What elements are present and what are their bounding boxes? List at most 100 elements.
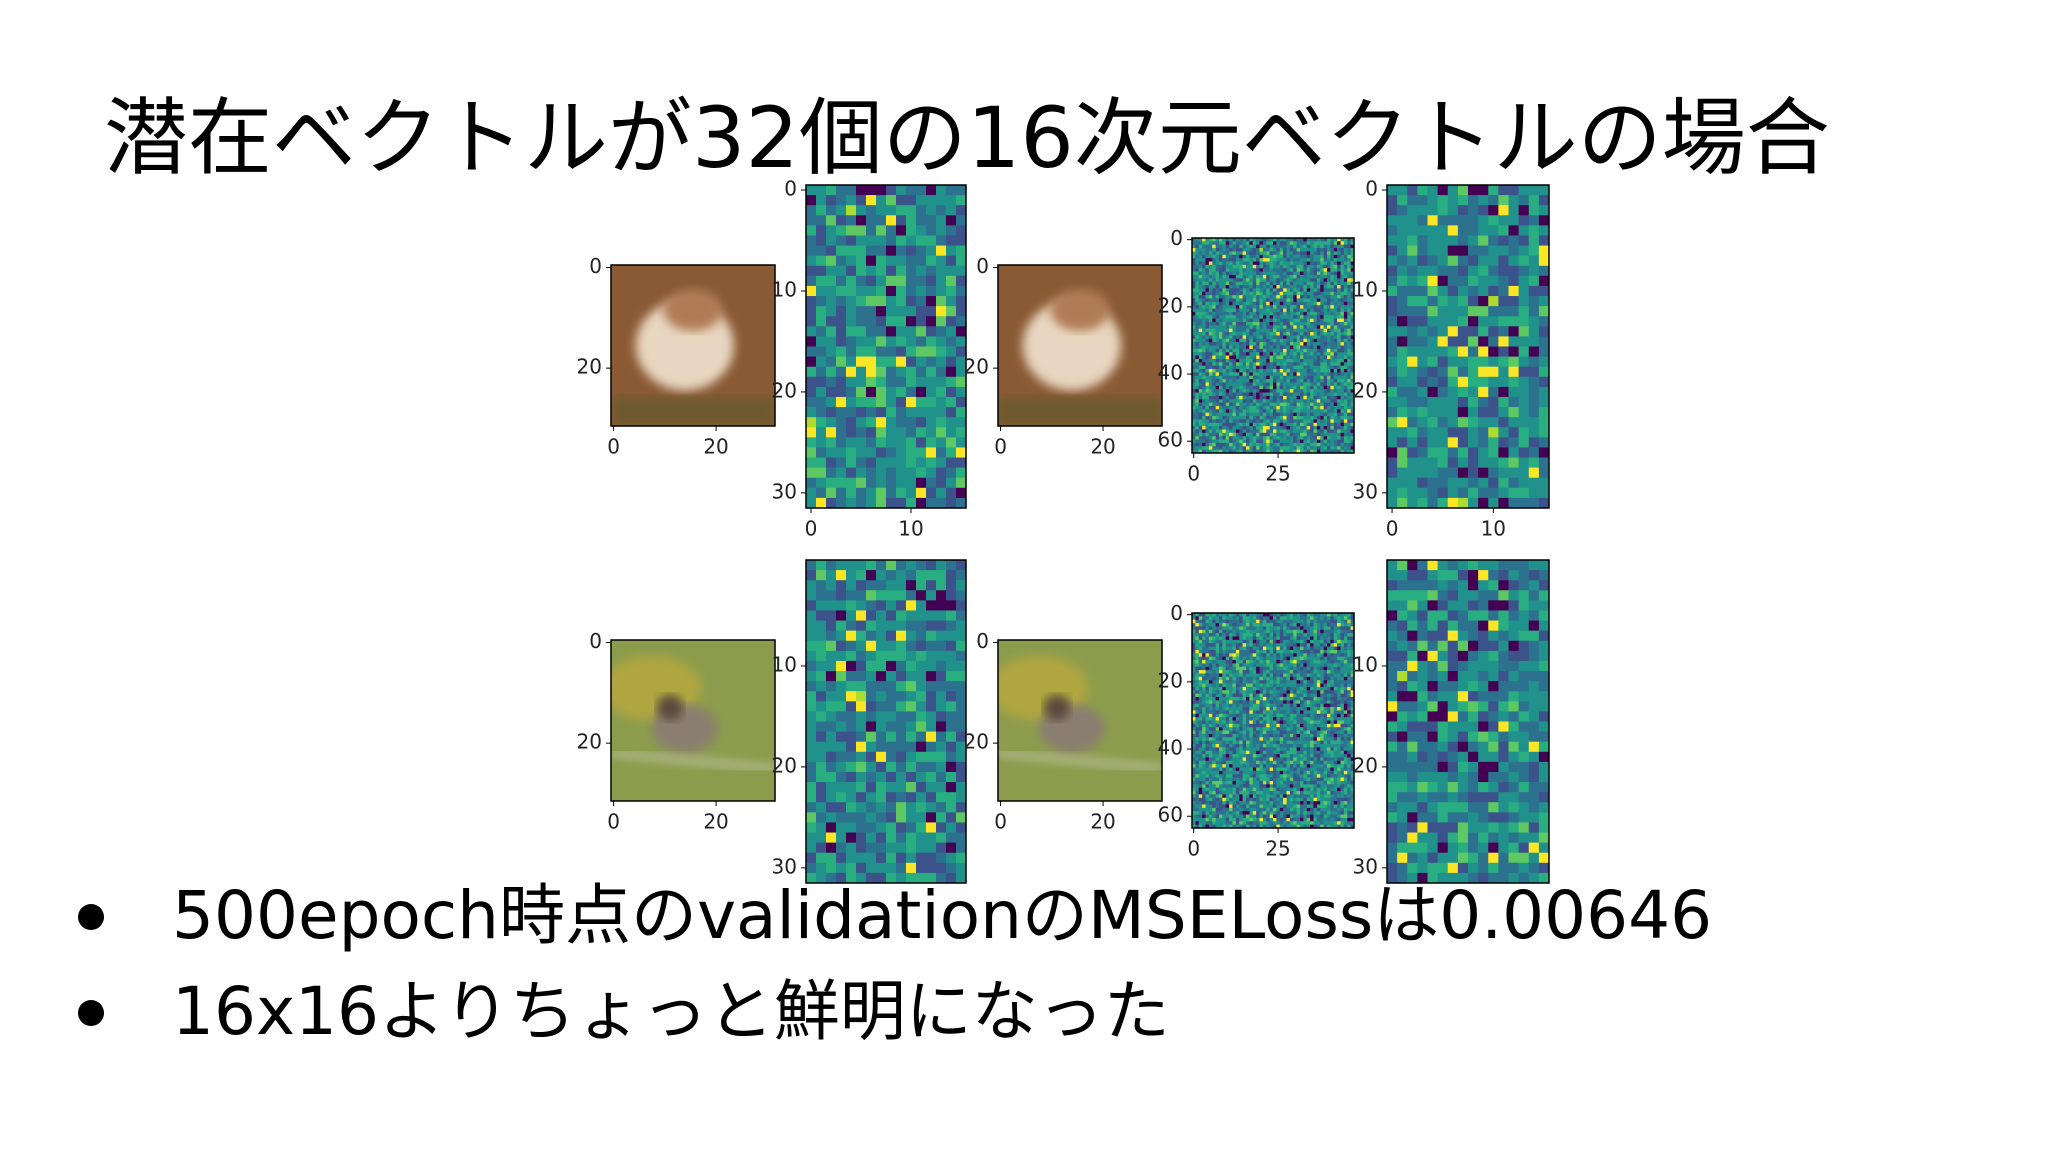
heatmap-cell <box>1252 399 1257 404</box>
heatmap-cell <box>1333 278 1338 283</box>
heatmap-cell <box>1256 268 1260 272</box>
heatmap-cell <box>1296 395 1301 400</box>
heatmap-cell <box>936 802 947 813</box>
heatmap-cell <box>1468 185 1479 196</box>
heatmap-cell <box>1246 248 1250 252</box>
heatmap-cell <box>1286 372 1291 377</box>
heatmap-cell <box>1279 355 1284 360</box>
heatmap-cell <box>1340 301 1345 306</box>
heatmap-cell <box>1407 275 1418 287</box>
heatmap-cell <box>1323 426 1328 430</box>
heatmap-cell <box>856 346 867 357</box>
heatmap-cell <box>1256 295 1260 299</box>
heatmap-cell <box>1320 392 1325 397</box>
x-tick-label: 25 <box>1265 462 1290 486</box>
heatmap-cell <box>1343 355 1348 360</box>
heatmap-cell <box>886 741 897 753</box>
heatmap-cell <box>1316 613 1321 617</box>
heatmap-cell <box>1239 412 1244 417</box>
heatmap-cell <box>816 245 827 257</box>
heatmap-cell <box>1249 379 1254 383</box>
heatmap-cell <box>1320 419 1325 424</box>
heatmap-cell <box>1202 446 1206 451</box>
heatmap-cell <box>1343 298 1348 303</box>
heatmap-cell <box>1350 389 1355 393</box>
heatmap-cell <box>1310 392 1314 397</box>
heatmap-cell <box>1262 382 1267 387</box>
heatmap-cell <box>866 195 877 206</box>
heatmap-cell <box>806 366 817 378</box>
heatmap-cell <box>1289 355 1294 360</box>
heatmap-cell <box>846 610 857 621</box>
heatmap-cell <box>1195 446 1200 451</box>
heatmap-cell <box>1333 402 1338 407</box>
heatmap-cell <box>1279 358 1284 363</box>
heatmap-cell <box>1195 258 1200 262</box>
heatmap-cell <box>1205 248 1210 252</box>
heatmap-cell <box>1286 382 1291 387</box>
heatmap-cell <box>1262 251 1267 256</box>
heatmap-cell <box>1323 375 1328 380</box>
heatmap-cell <box>906 427 917 438</box>
heatmap-cell <box>1293 268 1298 272</box>
heatmap-cell <box>1310 308 1314 313</box>
heatmap-cell <box>1323 355 1328 360</box>
heatmap-cell <box>826 701 837 712</box>
heatmap-cell <box>946 457 957 469</box>
heatmap-cell <box>936 245 947 257</box>
heatmap-cell <box>856 326 867 337</box>
heatmap-cell <box>1337 619 1341 624</box>
heatmap-cell <box>1283 268 1287 272</box>
heatmap-cell <box>846 316 857 327</box>
heatmap-cell <box>926 580 937 591</box>
heatmap-cell <box>1279 318 1284 323</box>
heatmap-cell <box>1337 432 1341 437</box>
heatmap-cell <box>1205 332 1210 336</box>
heatmap-cell <box>1192 271 1196 276</box>
heatmap-cell <box>1266 248 1271 252</box>
heatmap-cell <box>1289 402 1294 407</box>
heatmap-cell <box>866 245 877 257</box>
heatmap-cell <box>1246 285 1250 289</box>
heatmap-cell <box>1205 308 1210 313</box>
heatmap-cell <box>1192 449 1196 454</box>
heatmap-cell <box>1229 432 1233 437</box>
heatmap-cell <box>1320 348 1325 353</box>
heatmap-cell <box>1347 392 1352 397</box>
heatmap-cell <box>1327 345 1331 350</box>
heatmap-cell <box>1242 405 1247 410</box>
heatmap-cell <box>1498 386 1509 398</box>
heatmap-cell <box>1232 385 1237 390</box>
heatmap-cell <box>1205 442 1210 447</box>
heatmap-cell <box>1252 348 1257 353</box>
heatmap-cell <box>1387 205 1398 216</box>
heatmap-cell <box>1306 395 1311 400</box>
heatmap-cell <box>1528 497 1540 509</box>
heatmap-cell <box>1320 238 1325 242</box>
heatmap-cell <box>1269 251 1274 256</box>
heatmap-cell <box>1249 285 1254 289</box>
heatmap-cell <box>1293 244 1298 249</box>
heatmap-cell <box>1195 439 1200 444</box>
heatmap-cell <box>1276 369 1281 373</box>
heatmap-cell <box>806 376 817 388</box>
heatmap-cell <box>1256 355 1260 360</box>
heatmap-cell <box>1215 295 1220 299</box>
heatmap-cell <box>1242 241 1247 246</box>
heatmap-cell <box>1242 278 1247 283</box>
heatmap-cell <box>806 417 817 428</box>
heatmap-cell <box>1286 395 1291 400</box>
heatmap-cell <box>1283 274 1287 279</box>
heatmap-cell <box>1239 623 1244 627</box>
heatmap-cell <box>876 802 887 813</box>
heatmap-cell <box>1350 281 1355 286</box>
heatmap-cell <box>1195 288 1200 293</box>
heatmap-cell <box>1333 285 1338 289</box>
heatmap-cell <box>836 487 847 499</box>
heatmap-cell <box>1202 278 1206 283</box>
heatmap-cell <box>906 225 917 236</box>
heatmap-cell <box>866 275 877 287</box>
heatmap-cell <box>1303 382 1308 387</box>
heatmap-cell <box>1283 362 1287 367</box>
heatmap-cell <box>1300 328 1304 333</box>
